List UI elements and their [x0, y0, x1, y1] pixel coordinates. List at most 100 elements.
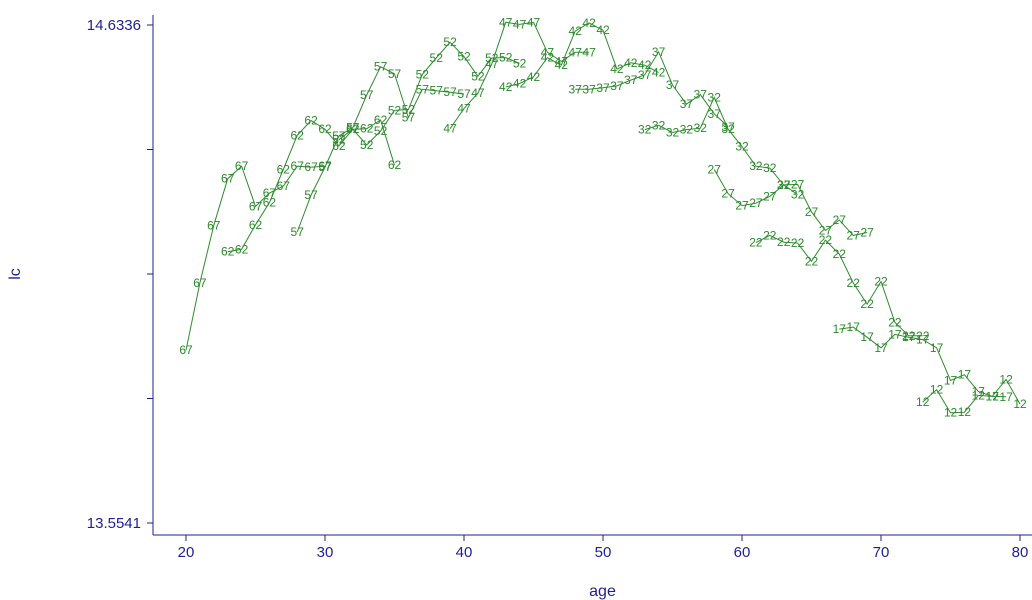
point-label-37: 37	[582, 82, 596, 96]
y-axis-title: lc	[7, 268, 24, 280]
point-label-67: 67	[235, 159, 249, 173]
point-label-32: 32	[680, 123, 694, 137]
series-line-67	[185, 165, 326, 351]
series-lines	[185, 21, 1021, 414]
point-label-22: 22	[902, 329, 916, 343]
x-tick-label: 70	[873, 544, 890, 561]
point-label-37: 37	[596, 81, 610, 95]
point-label-27: 27	[763, 189, 777, 203]
point-label-22: 22	[860, 297, 874, 311]
point-label-22: 22	[916, 329, 930, 343]
point-label-32: 32	[777, 178, 791, 192]
point-label-17: 17	[958, 368, 972, 382]
point-label-17: 17	[930, 341, 944, 355]
point-label-17: 17	[999, 390, 1013, 404]
point-label-42: 42	[582, 16, 596, 30]
series-line-12	[922, 378, 1021, 414]
point-label-67: 67	[304, 160, 318, 174]
point-label-32: 32	[735, 139, 749, 153]
series-line-37	[575, 50, 729, 128]
series-line-17	[839, 326, 1007, 398]
series-line-22	[755, 234, 923, 337]
point-label-17: 17	[847, 320, 861, 334]
point-label-27: 27	[860, 225, 874, 239]
point-label-52: 52	[388, 103, 402, 117]
point-label-47: 47	[527, 15, 541, 29]
series-line-42	[505, 22, 659, 88]
point-label-27: 27	[847, 228, 861, 242]
point-label-47: 47	[582, 45, 596, 59]
point-label-27: 27	[833, 213, 847, 227]
point-label-32: 32	[708, 90, 722, 104]
point-label-52: 52	[499, 51, 513, 65]
point-label-22: 22	[805, 254, 819, 268]
point-label-52: 52	[513, 56, 527, 70]
point-label-22: 22	[833, 247, 847, 261]
point-label-12: 12	[972, 388, 986, 402]
point-label-27: 27	[749, 196, 763, 210]
point-label-67: 67	[318, 159, 332, 173]
point-label-12: 12	[999, 373, 1013, 387]
x-axis-title: age	[589, 583, 616, 600]
point-label-57: 57	[430, 84, 444, 98]
point-label-57: 57	[318, 160, 332, 174]
point-label-57: 57	[443, 85, 457, 99]
point-label-37: 37	[652, 45, 666, 59]
point-label-37: 37	[610, 79, 624, 93]
point-label-17: 17	[833, 322, 847, 336]
point-label-62: 62	[221, 245, 235, 259]
point-label-52: 52	[360, 138, 374, 152]
point-label-52: 52	[374, 124, 388, 138]
point-label-27: 27	[805, 205, 819, 219]
point-label-47: 47	[541, 45, 555, 59]
point-label-32: 32	[749, 159, 763, 173]
point-label-32: 32	[666, 126, 680, 140]
point-label-42: 42	[541, 51, 555, 65]
point-label-12: 12	[958, 405, 972, 419]
point-label-62: 62	[346, 122, 360, 136]
point-label-62: 62	[318, 122, 332, 136]
point-label-32: 32	[721, 122, 735, 136]
point-label-62: 62	[360, 122, 374, 136]
point-label-47: 47	[485, 57, 499, 71]
x-tick-label: 30	[317, 544, 334, 561]
axes	[152, 15, 1032, 536]
point-label-67: 67	[249, 200, 263, 214]
series-line-27	[713, 169, 868, 236]
point-label-47: 47	[513, 17, 527, 31]
point-label-37: 37	[666, 78, 680, 92]
point-label-17: 17	[986, 389, 1000, 403]
point-label-17: 17	[902, 330, 916, 344]
point-label-62: 62	[388, 158, 402, 172]
point-label-42: 42	[513, 76, 527, 90]
point-label-47: 47	[443, 122, 457, 136]
point-label-17: 17	[916, 333, 930, 347]
point-label-52: 52	[457, 50, 471, 64]
series-line-57	[296, 66, 465, 233]
series-line-62	[227, 119, 395, 253]
point-label-42: 42	[596, 23, 610, 37]
point-label-37: 37	[721, 120, 735, 134]
point-label-67: 67	[179, 343, 193, 357]
point-label-42: 42	[638, 58, 652, 72]
x-tick-label: 50	[595, 544, 612, 561]
point-label-12: 12	[986, 389, 1000, 403]
point-label-37: 37	[694, 88, 708, 102]
point-label-57: 57	[360, 88, 374, 102]
point-label-62: 62	[291, 128, 305, 142]
point-label-57: 57	[332, 129, 346, 143]
point-label-52: 52	[485, 51, 499, 65]
point-label-42: 42	[527, 70, 541, 84]
point-label-57: 57	[416, 82, 430, 96]
point-label-37: 37	[624, 73, 638, 87]
x-tick-label: 80	[1012, 544, 1029, 561]
point-label-57: 57	[457, 87, 471, 101]
point-label-37: 37	[708, 107, 722, 121]
point-label-22: 22	[749, 236, 763, 250]
point-label-52: 52	[416, 67, 430, 81]
point-label-47: 47	[457, 101, 471, 115]
series-line-52	[338, 41, 520, 146]
point-label-27: 27	[777, 178, 791, 192]
x-tick-label: 20	[178, 544, 195, 561]
